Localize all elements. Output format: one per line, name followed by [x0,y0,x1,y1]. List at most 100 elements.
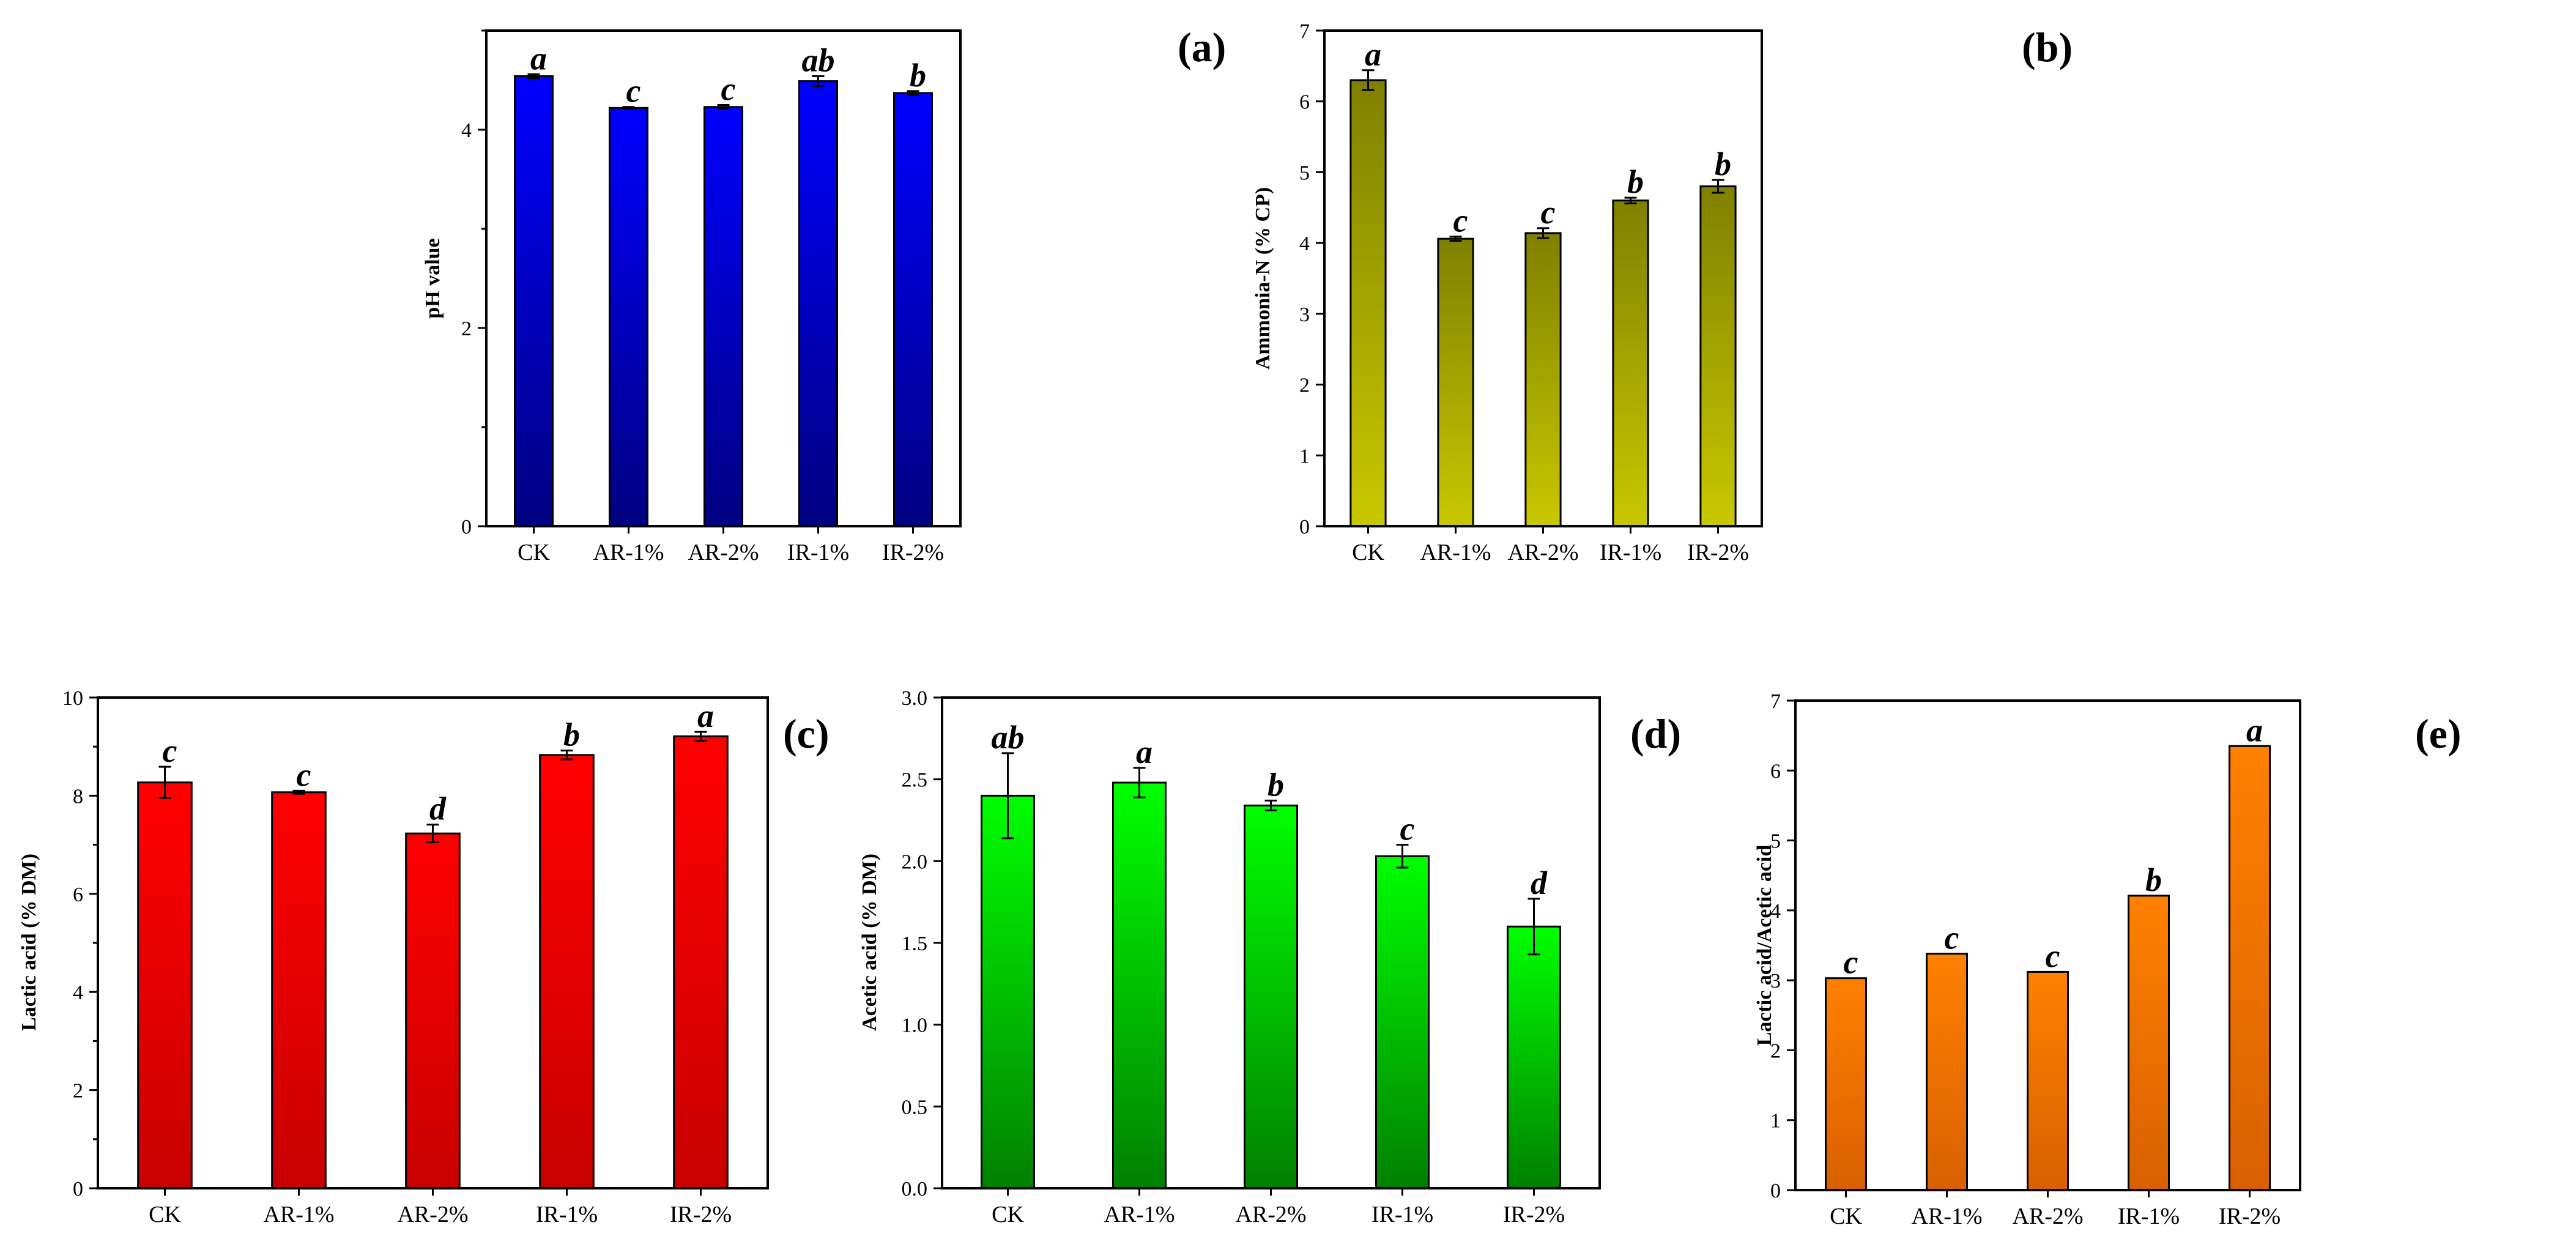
significance-letter: c [1541,194,1556,231]
x-tick-label: IR-2% [1687,540,1749,565]
y-tick-label: 7 [1299,20,1310,43]
significance-letter: ab [802,42,835,79]
significance-letter: c [721,71,736,108]
x-tick-label: AR-1% [1104,1202,1175,1227]
bar-IR-1% [1375,855,1430,1189]
bar-CK [137,781,193,1189]
significance-letter: a [2246,712,2263,748]
error-bar [717,104,730,110]
panel-label-d: (d) [1630,710,1681,757]
y-tick-label: 2.0 [902,851,928,873]
x-tick-label: IR-2% [2219,1204,2281,1229]
y-tick-label: 1.5 [902,932,928,955]
significance-letter: d [1531,865,1548,901]
significance-letter: b [1268,766,1284,803]
error-bar [1396,844,1409,869]
y-tick-label: 2 [1770,1040,1781,1062]
y-axis-label-b: Ammonia-N (% CP) [1252,187,1274,370]
y-tick-label: 0 [461,516,472,538]
x-tick-label: AR-1% [593,540,664,565]
bar-AR-2% [2027,970,2069,1191]
significance-letter: b [1627,163,1644,200]
bar-CK [1825,977,1867,1191]
y-tick-label: 8 [73,785,83,808]
significance-letter: ab [992,719,1025,756]
y-tick-label: 7 [1770,690,1781,713]
error-bar [1527,898,1540,956]
significance-letter: b [563,717,580,753]
significance-letter: c [1453,203,1468,239]
bar-AR-1% [1112,781,1167,1189]
y-axis-label-e: Lactic acid/Acetic acid [1753,845,1776,1046]
x-tick-label: IR-2% [1503,1202,1565,1227]
plot-frame [1323,29,1763,527]
bar-IR-1% [2128,895,2170,1191]
y-tick-label: 0 [1770,1180,1781,1202]
bar-IR-1% [798,80,838,527]
x-tick-label: IR-2% [882,540,944,565]
y-tick-label: 0 [1299,516,1310,538]
significance-letter: c [626,73,641,110]
y-tick-label: 2.5 [902,769,928,792]
x-tick-label: IR-1% [787,540,849,565]
significance-letter: c [1400,811,1415,847]
error-bar [694,731,707,742]
significance-letter: a [697,698,714,734]
bar-AR-1% [1926,953,1968,1191]
significance-letter: c [1945,920,1959,956]
y-tick-label: 10 [62,687,83,710]
y-tick-label: 3 [1770,970,1781,992]
error-bar [1449,236,1462,242]
error-bar [812,75,825,87]
y-tick-label: 4 [73,981,83,1004]
x-tick-label: CK [1352,540,1384,565]
y-axis-label-d: Acetic acid (% DM) [858,854,881,1031]
bar-AR-2% [405,832,461,1189]
y-tick-label: 6 [1770,760,1781,783]
x-tick-label: AR-1% [1420,540,1491,565]
x-tick-label: CK [149,1202,181,1227]
bar-IR-2% [673,735,729,1189]
significance-letter: c [2046,937,2060,974]
y-tick-label: 4 [461,119,472,142]
y-tick-label: 5 [1299,162,1310,184]
bar-IR-1% [539,754,595,1189]
error-bar [1624,196,1637,204]
panel-label-a: (a) [1178,24,1226,70]
y-tick-label: 0 [73,1178,83,1200]
plot-frame [485,29,962,527]
x-tick-label: AR-1% [263,1202,334,1227]
y-tick-label: 0.0 [902,1178,928,1200]
error-bar [1133,767,1146,798]
x-tick-label: IR-1% [536,1202,598,1227]
y-tick-label: 3.0 [902,687,928,710]
significance-letter: c [163,732,177,769]
y-tick-label: 2 [73,1080,83,1103]
plot-frame [1794,699,2301,1191]
x-tick-label: IR-2% [670,1202,732,1227]
y-tick-label: 4 [1299,233,1310,255]
error-bar [622,106,635,110]
y-tick-label: 1.0 [902,1014,928,1037]
error-bar [1712,179,1724,194]
significance-letter: b [1715,146,1731,182]
error-bar [1362,69,1375,91]
error-bar [292,789,305,795]
panel-label-c: (c) [783,710,829,757]
significance-letter: b [2145,862,2162,898]
x-tick-label: IR-1% [1372,1202,1433,1227]
x-tick-label: AR-2% [1235,1202,1306,1227]
error-bar [1537,227,1550,239]
y-tick-label: 2 [1299,374,1310,397]
x-tick-label: IR-1% [1600,540,1661,565]
x-tick-label: CK [992,1202,1024,1227]
panel-label-e: (e) [2415,710,2461,757]
significance-letter: d [429,791,447,827]
error-bar [527,73,540,80]
significance-letter: b [910,57,926,94]
y-axis-label-a: pH value [421,238,444,318]
y-tick-label: 3 [1299,303,1310,326]
